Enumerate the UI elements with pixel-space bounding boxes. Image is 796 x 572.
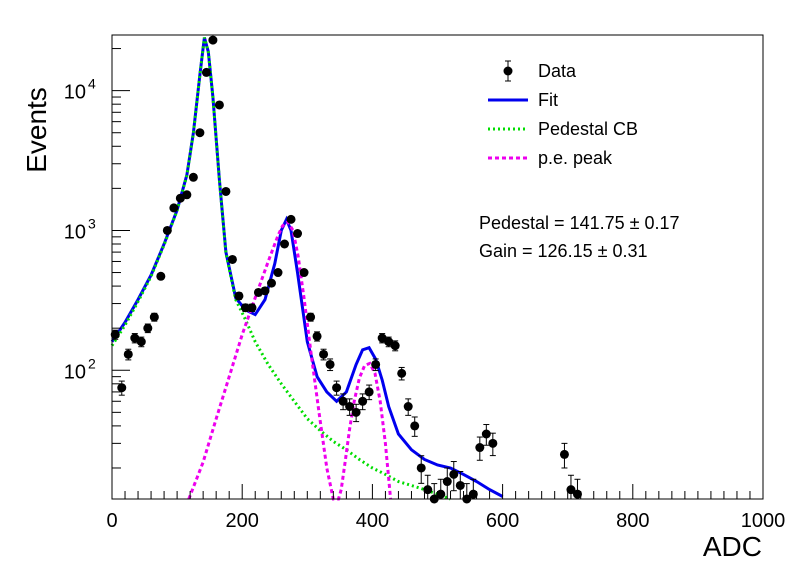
data-point <box>143 323 153 333</box>
data-point <box>410 421 420 431</box>
data-point <box>416 463 426 473</box>
data-point <box>566 485 576 495</box>
data-point <box>481 429 491 439</box>
legend: Data Fit Pedestal CB p.e. peak <box>488 60 638 168</box>
data-point <box>442 477 452 487</box>
data-point <box>306 312 316 322</box>
data-point <box>201 67 211 77</box>
y-tick-label: 10 <box>64 82 86 104</box>
data-point <box>240 303 250 313</box>
data-point <box>364 387 374 397</box>
data-point <box>260 286 270 296</box>
y-tick-exponent: 2 <box>88 355 96 371</box>
data-point <box>221 186 231 196</box>
data-point <box>247 303 257 313</box>
x-axis-title: ADC <box>703 531 762 562</box>
x-tick-label: 0 <box>106 510 117 532</box>
data-point <box>436 489 446 499</box>
data-point <box>227 254 237 264</box>
data-point <box>358 396 368 406</box>
data-point <box>214 100 224 110</box>
data-point <box>332 383 342 393</box>
data-point <box>403 402 413 412</box>
data-point <box>299 268 309 278</box>
data-point <box>397 368 407 378</box>
data-point <box>345 402 355 412</box>
legend-entry-label: p.e. peak <box>538 148 613 168</box>
y-tick-label: 10 <box>64 361 86 383</box>
fit-parameter: Gain = 126.15 ± 0.31 <box>479 241 648 261</box>
x-tick-label: 800 <box>616 510 649 532</box>
x-tick-label: 1000 <box>741 510 786 532</box>
data-point <box>338 396 348 406</box>
data-point <box>110 330 120 340</box>
data-point <box>325 359 335 369</box>
data-point <box>162 225 172 235</box>
y-tick-label: 10 <box>64 221 86 243</box>
y-tick-exponent: 4 <box>88 76 96 92</box>
legend-marker <box>503 66 513 76</box>
fit-parameter: Pedestal = 141.75 ± 0.17 <box>479 213 680 233</box>
legend-entry-label: Data <box>538 61 577 81</box>
data-point <box>117 383 127 393</box>
data-point <box>169 203 179 213</box>
data-point <box>384 337 394 347</box>
data-point <box>351 407 361 417</box>
data-point <box>273 268 283 278</box>
ticks-layer <box>111 48 764 499</box>
data-point <box>449 469 459 479</box>
data-point <box>286 214 296 224</box>
data-point <box>559 449 569 459</box>
data-point <box>312 331 322 341</box>
data-point <box>188 172 198 182</box>
legend-entry-label: Fit <box>538 90 558 110</box>
data-point <box>149 312 159 322</box>
series-line-pedestal-cb <box>110 37 452 501</box>
data-point <box>156 271 166 281</box>
data-point <box>488 438 498 448</box>
data-point <box>455 480 465 490</box>
data-point <box>182 190 192 200</box>
data-point <box>371 359 381 369</box>
x-tick-label: 400 <box>356 510 389 532</box>
data-point <box>293 229 303 239</box>
data-point <box>423 485 433 495</box>
data-point <box>468 489 478 499</box>
y-tick-exponent: 3 <box>88 215 96 231</box>
data-point <box>390 341 400 351</box>
data-point <box>319 349 329 359</box>
x-tick-label: 200 <box>226 510 259 532</box>
data-point <box>195 128 205 138</box>
annotations: Pedestal = 141.75 ± 0.17 Gain = 126.15 ± … <box>479 213 680 261</box>
data-point <box>572 489 582 499</box>
points-layer <box>110 35 582 504</box>
data-point <box>136 337 146 347</box>
data-point <box>123 349 133 359</box>
data-point <box>280 239 290 249</box>
data-point <box>475 443 485 453</box>
y-axis-title: Events <box>21 87 52 173</box>
legend-entry-label: Pedestal CB <box>538 119 638 139</box>
x-tick-label: 600 <box>486 510 519 532</box>
data-point <box>208 35 218 45</box>
data-point <box>234 291 244 301</box>
data-point <box>266 278 276 288</box>
